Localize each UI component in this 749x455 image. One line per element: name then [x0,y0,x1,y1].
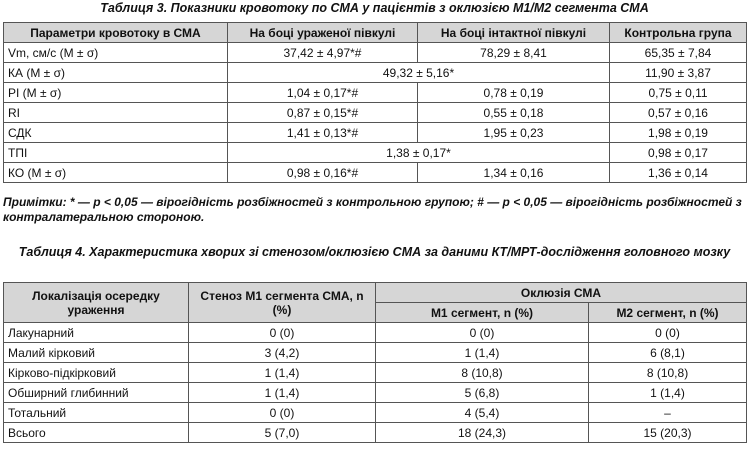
cell-control: 0,98 ± 0,17 [609,142,747,163]
table-row: ТПІ 1,38 ± 0,17* 0,98 ± 0,17 [3,142,747,163]
cell-merged: 1,38 ± 0,17* [227,142,610,163]
cell-m1: 5 (6,8) [375,382,589,403]
row-label: Лакунарний [3,322,189,343]
row-label: КА (M ± σ) [3,62,228,83]
table-row: RI 0,87 ± 0,15*# 0,55 ± 0,18 0,57 ± 0,16 [3,102,747,123]
cell-m1: 4 (5,4) [375,402,589,423]
cell-stenosis: 5 (7,0) [188,422,376,443]
table-row: Обширний глибинний 1 (1,4) 5 (6,8) 1 (1,… [3,382,748,403]
table3-header-row: Параметри кровотоку в СМА На боці уражен… [3,22,747,43]
table-row: Кірково-підкірковий 1 (1,4) 8 (10,8) 8 (… [3,362,748,383]
cell-m1: 18 (24,3) [375,422,589,443]
cell-intact: 1,34 ± 0,16 [417,162,610,183]
row-label: Малий кірковий [3,342,189,363]
cell-control: 1,36 ± 0,14 [609,162,747,183]
table4-header-row: Локалізація осередку ураження Стеноз М1 … [3,282,748,323]
cell-m2: 6 (8,1) [587,342,748,363]
row-label: Всього [3,422,189,443]
table3-header-control: Контрольна група [609,22,747,43]
cell-affected: 1,04 ± 0,17*# [227,82,418,103]
row-label: RI [3,102,228,123]
row-label: Обширний глибинний [3,382,189,403]
row-label: СДК [3,122,228,143]
cell-m2: 8 (10,8) [587,362,748,383]
table-row: PI (M ± σ) 1,04 ± 0,17*# 0,78 ± 0,19 0,7… [3,82,747,103]
cell-m2: 0 (0) [587,322,748,343]
cell-stenosis: 1 (1,4) [188,382,376,403]
table3-header-affected: На боці ураженої півкулі [227,22,418,43]
cell-intact: 0,78 ± 0,19 [417,82,610,103]
table3-notes: Примітки: * — p < 0,05 — вірогідність ро… [3,195,742,224]
cell-stenosis: 0 (0) [188,322,376,343]
cell-control: 1,98 ± 0,19 [609,122,747,143]
cell-control: 11,90 ± 3,87 [609,62,747,83]
cell-control: 0,57 ± 0,16 [609,102,747,123]
table-row: СДК 1,41 ± 0,13*# 1,95 ± 0,23 1,98 ± 0,1… [3,122,747,143]
cell-m1: 0 (0) [375,322,589,343]
row-label: Кірково-підкірковий [3,362,189,383]
table3-caption: Таблиця 3. Показники кровотоку по СМА у … [100,1,649,15]
table4-subheader-row: М1 сегмент, n (%) М2 сегмент, n (%) [4,302,748,323]
cell-intact: 0,55 ± 0,18 [417,102,610,123]
table3-header-intact: На боці інтактної півкулі [417,22,610,43]
row-label: Тотальний [3,402,189,423]
cell-stenosis: 1 (1,4) [188,362,376,383]
table3-header-param: Параметри кровотоку в СМА [3,22,228,43]
row-label: Vm, см/с (M ± σ) [3,42,228,63]
cell-control: 65,35 ± 7,84 [609,42,747,63]
table-row: Лакунарний 0 (0) 0 (0) 0 (0) [3,322,748,343]
cell-affected: 1,41 ± 0,13*# [227,122,418,143]
cell-intact: 1,95 ± 0,23 [417,122,610,143]
table-row: Всього 5 (7,0) 18 (24,3) 15 (20,3) [3,422,748,443]
cell-control: 0,75 ± 0,11 [609,82,747,103]
table-row: КО (M ± σ) 0,98 ± 0,16*# 1,34 ± 0,16 1,3… [3,162,747,183]
table4-header-m1: М1 сегмент, n (%) [375,302,589,323]
cell-m2: 15 (20,3) [587,422,748,443]
table4-header-stenosis: Стеноз М1 сегмента СМА, n (%) [188,282,376,323]
cell-m1: 1 (1,4) [375,342,589,363]
row-label: ТПІ [3,142,228,163]
cell-affected: 0,98 ± 0,16*# [227,162,418,183]
cell-stenosis: 0 (0) [188,402,376,423]
table-row: Малий кірковий 3 (4,2) 1 (1,4) 6 (8,1) [3,342,748,363]
table4-header-localization: Локалізація осередку ураження [3,282,189,323]
table4-header-occlusion: Оклюзія СМА [374,282,748,303]
table-row: КА (M ± σ) 49,32 ± 5,16* 11,90 ± 3,87 [3,62,747,83]
table4-header-m2: М2 сегмент, n (%) [587,302,748,323]
table4-caption: Таблиця 4. Характеристика хворих зі стен… [18,245,731,259]
cell-m2: 1 (1,4) [587,382,748,403]
cell-affected: 37,42 ± 4,97*# [227,42,418,63]
cell-affected: 0,87 ± 0,15*# [227,102,418,123]
cell-m1: 8 (10,8) [375,362,589,383]
table-row: Vm, см/с (M ± σ) 37,42 ± 4,97*# 78,29 ± … [3,42,747,63]
cell-merged: 49,32 ± 5,16* [227,62,610,83]
cell-m2: – [587,402,748,423]
row-label: КО (M ± σ) [3,162,228,183]
table-row: Тотальний 0 (0) 4 (5,4) – [3,402,748,423]
table3: Параметри кровотоку в СМА На боці уражен… [3,22,747,183]
row-label: PI (M ± σ) [3,82,228,103]
cell-stenosis: 3 (4,2) [188,342,376,363]
cell-intact: 78,29 ± 8,41 [417,42,610,63]
table4: Локалізація осередку ураження Стеноз М1 … [3,282,748,443]
